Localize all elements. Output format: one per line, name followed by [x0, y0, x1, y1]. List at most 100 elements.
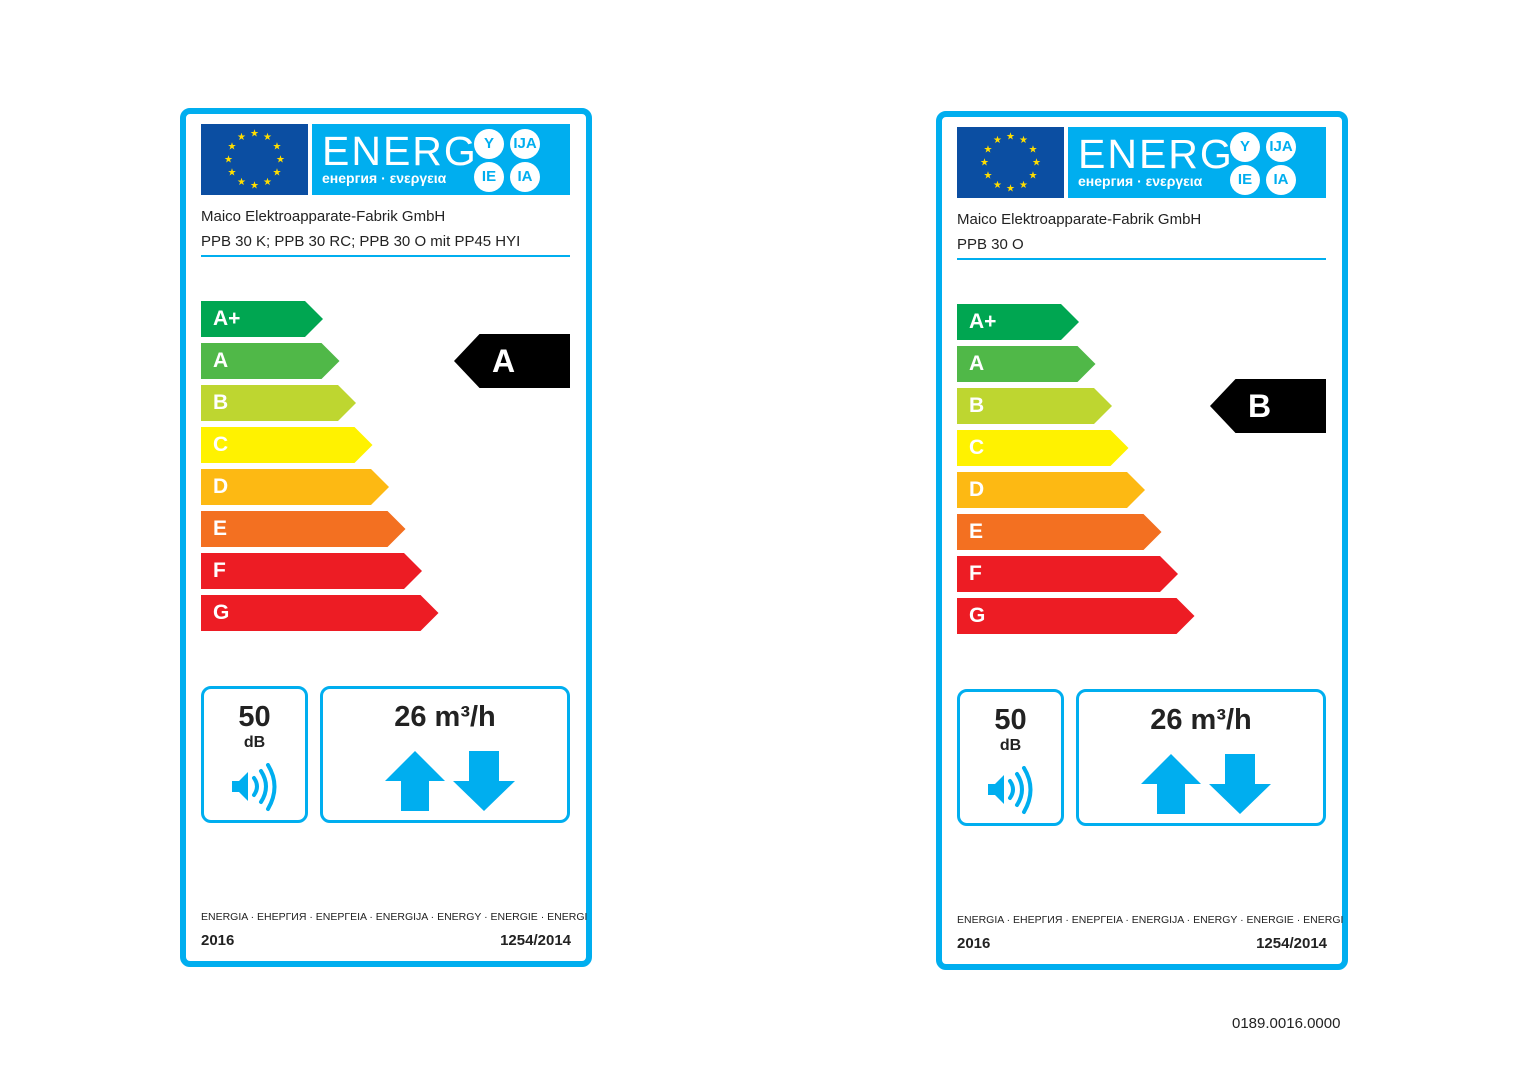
document-number: 0189.0016.0000 — [1232, 1015, 1341, 1032]
language-suffix: IE — [1230, 165, 1260, 195]
eu-flag: ★ ★ ★ ★ ★ ★ ★ ★ ★ ★ ★ ★ — [957, 127, 1064, 198]
energy-class-bar: C — [957, 430, 1129, 466]
star-icon: ★ — [224, 155, 233, 166]
energy-class-bar: D — [957, 472, 1145, 508]
energ-word: ENERG — [322, 128, 478, 174]
noise-unit: dB — [243, 734, 266, 751]
energy-class-bar: F — [201, 553, 422, 589]
energy-class-letter: E — [213, 517, 228, 540]
supplier-name: Maico Elektroapparate-Fabrik GmbH — [201, 208, 446, 225]
energy-class-bar: D — [201, 469, 389, 505]
energy-class-bar: C — [201, 427, 373, 463]
energy-class-bar: A — [957, 346, 1096, 382]
energy-languages: ENERGIA · ЕНЕРГИЯ · ΕΝΕΡΓΕΙΑ · ENERGIJA … — [957, 914, 1344, 926]
energy-class-letter: G — [213, 601, 230, 624]
energy-class-indicator: A — [454, 334, 570, 388]
energy-class-bar: B — [201, 385, 356, 421]
star-icon: ★ — [1032, 158, 1041, 169]
energy-class-letter: D — [213, 475, 229, 498]
star-icon: ★ — [993, 180, 1002, 191]
energy-class-letter: B — [969, 394, 985, 417]
language-suffix: IJA — [510, 129, 540, 159]
eu-flag: ★ ★ ★ ★ ★ ★ ★ ★ ★ ★ ★ ★ — [201, 124, 308, 195]
airflow-value: 26 m³/h — [394, 701, 496, 733]
star-icon: ★ — [273, 168, 282, 179]
regulation-number: 1254/2014 — [500, 932, 571, 949]
energ-subtitle: енергия · ενεργεια — [1078, 173, 1203, 189]
energy-class-letter: A — [969, 352, 985, 375]
energy-class-bar: G — [201, 595, 439, 631]
divider — [201, 255, 570, 257]
language-suffix: Y — [474, 129, 504, 159]
star-icon: ★ — [1029, 171, 1038, 182]
star-icon: ★ — [993, 135, 1002, 146]
star-icon: ★ — [1006, 132, 1015, 143]
noise-box: 50 dB — [957, 689, 1064, 826]
energy-class-letter: C — [213, 433, 229, 456]
noise-value: 50 — [238, 701, 271, 733]
airflow-box: 26 m³/h — [320, 686, 570, 823]
energy-class-letter: C — [969, 436, 985, 459]
energy-class-bar: A+ — [957, 304, 1079, 340]
label-year: 2016 — [201, 932, 235, 949]
noise-box: 50 dB — [201, 686, 308, 823]
energy-class-value: A — [492, 343, 516, 379]
airflow-value: 26 m³/h — [1150, 704, 1252, 736]
energy-class-bar: A — [201, 343, 340, 379]
energy-class-bar: G — [957, 598, 1195, 634]
star-icon: ★ — [263, 177, 272, 188]
model-identifier: PPB 30 O — [957, 236, 1024, 253]
star-icon: ★ — [227, 142, 236, 153]
energy-class-value: B — [1248, 388, 1272, 424]
star-icon: ★ — [250, 129, 259, 140]
energy-class-letter: F — [969, 562, 982, 585]
star-icon: ★ — [250, 181, 259, 192]
energy-logo: ENERG енергия · ενεργεια Y IJA IE IA — [1068, 127, 1326, 198]
star-icon: ★ — [227, 168, 236, 179]
energy-class-bar: B — [957, 388, 1112, 424]
airflow-box: 26 m³/h — [1076, 689, 1326, 826]
energy-class-bar: F — [957, 556, 1178, 592]
energy-class-bar: E — [957, 514, 1162, 550]
language-suffix: IA — [510, 162, 540, 192]
star-icon: ★ — [1019, 135, 1028, 146]
energ-word: ENERG — [1078, 131, 1234, 177]
energy-class-letter: D — [969, 478, 985, 501]
star-icon: ★ — [273, 142, 282, 153]
energy-languages: ENERGIA · ЕНЕРГИЯ · ΕΝΕΡΓΕΙΑ · ENERGIJA … — [201, 911, 588, 923]
energy-class-letter: B — [213, 391, 229, 414]
noise-value: 50 — [994, 704, 1027, 736]
star-icon: ★ — [983, 145, 992, 156]
speaker-icon — [988, 766, 1033, 814]
energ-subtitle: енергия · ενεργεια — [322, 170, 447, 186]
noise-unit: dB — [999, 737, 1022, 754]
energy-class-letter: F — [213, 559, 226, 582]
label-year: 2016 — [957, 935, 991, 952]
model-identifier: PPB 30 K; PPB 30 RC; PPB 30 O mit PP45 H… — [201, 233, 521, 250]
star-icon: ★ — [276, 155, 285, 166]
language-suffix: IJA — [1266, 132, 1296, 162]
energy-logo: ENERG енергия · ενεργεια Y IJA IE IA — [312, 124, 570, 195]
star-icon: ★ — [983, 171, 992, 182]
supplier-name: Maico Elektroapparate-Fabrik GmbH — [957, 211, 1202, 228]
language-suffix: IA — [1266, 165, 1296, 195]
energy-class-bar: A+ — [201, 301, 323, 337]
energy-class-letter: G — [969, 604, 986, 627]
energy-class-indicator: B — [1210, 379, 1326, 433]
star-icon: ★ — [1006, 184, 1015, 195]
star-icon: ★ — [1029, 145, 1038, 156]
energy-class-letter: A+ — [213, 307, 241, 330]
divider — [957, 258, 1326, 260]
star-icon: ★ — [980, 158, 989, 169]
airflow-arrows-icon — [385, 751, 515, 811]
star-icon: ★ — [1019, 180, 1028, 191]
energy-class-letter: E — [969, 520, 984, 543]
energy-class-letter: A — [213, 349, 229, 372]
energy-class-letter: A+ — [969, 310, 997, 333]
language-suffix: IE — [474, 162, 504, 192]
language-suffix: Y — [1230, 132, 1260, 162]
airflow-arrows-icon — [1141, 754, 1271, 814]
star-icon: ★ — [263, 132, 272, 143]
